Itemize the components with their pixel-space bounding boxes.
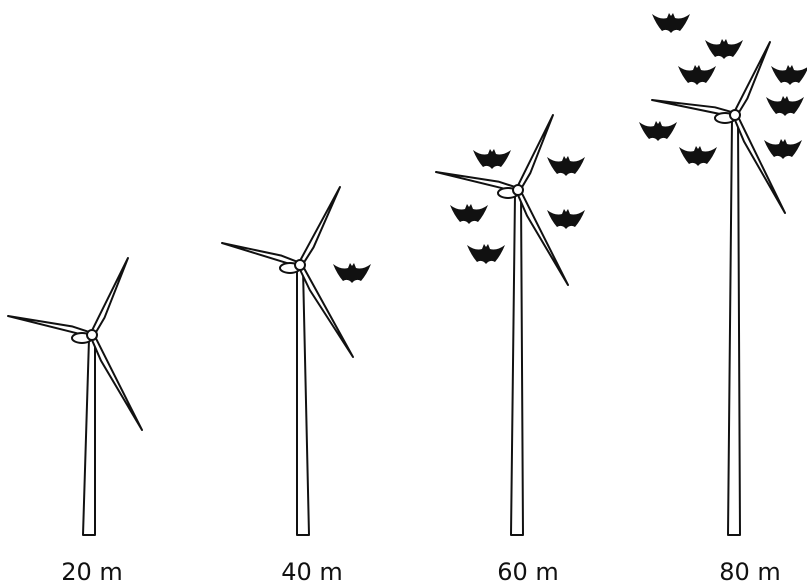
blade xyxy=(515,188,569,286)
blade xyxy=(732,41,771,117)
bat xyxy=(333,263,371,283)
blade xyxy=(89,257,129,337)
bat xyxy=(771,65,807,85)
bat xyxy=(705,39,743,59)
height-label: 20 m xyxy=(61,558,123,584)
bat xyxy=(467,244,505,264)
height-label: 60 m xyxy=(497,558,559,584)
bat xyxy=(547,209,585,229)
hub xyxy=(86,329,98,341)
bat xyxy=(547,156,585,176)
bat xyxy=(473,149,511,169)
tower xyxy=(82,338,96,536)
bat xyxy=(766,96,804,116)
height-label: 80 m xyxy=(719,558,781,584)
height-label: 40 m xyxy=(281,558,343,584)
tower xyxy=(727,118,741,536)
hub xyxy=(512,184,524,196)
blade xyxy=(89,333,143,431)
bat xyxy=(679,146,717,166)
blade xyxy=(515,114,554,192)
bat xyxy=(764,139,802,159)
hub xyxy=(294,259,306,271)
bat xyxy=(639,121,677,141)
hub xyxy=(729,109,741,121)
blade xyxy=(297,186,341,267)
tower xyxy=(510,193,524,536)
bat xyxy=(652,13,690,33)
blade xyxy=(732,113,786,214)
tower xyxy=(296,268,310,536)
bat xyxy=(450,204,488,224)
bat xyxy=(678,65,716,85)
